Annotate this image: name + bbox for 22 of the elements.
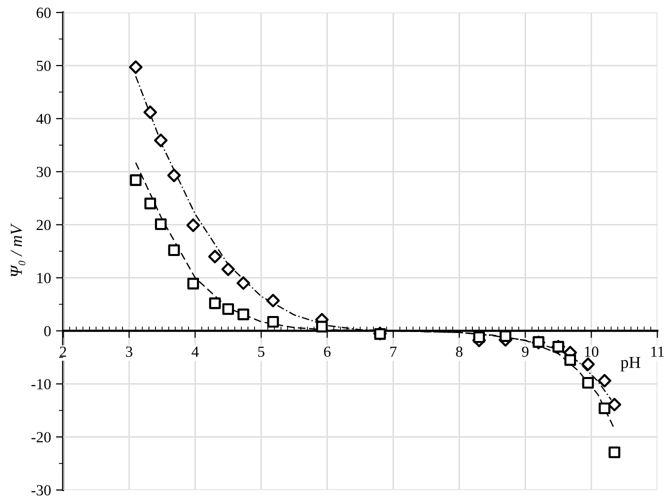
x-tick-label: 5 bbox=[258, 346, 264, 357]
x-axis-title: pH bbox=[620, 356, 640, 372]
x-tick-label: 2 bbox=[60, 346, 66, 357]
y-tick-label: -30 bbox=[31, 485, 51, 496]
y-tick-label: 20 bbox=[36, 220, 51, 230]
y-axis-title: Ψ₀ / mV bbox=[10, 223, 26, 276]
y-tick-label: 30 bbox=[36, 166, 51, 178]
x-tick-label: 4 bbox=[192, 346, 199, 357]
y-tick-label: 60 bbox=[36, 8, 51, 18]
x-tick-label: 8 bbox=[456, 346, 463, 357]
y-tick-label: -10 bbox=[31, 379, 51, 390]
x-tick-label: 9 bbox=[522, 346, 528, 357]
x-tick-label: 10 bbox=[585, 346, 598, 357]
y-tick-label: 40 bbox=[36, 114, 51, 124]
y-tick-label: 50 bbox=[36, 60, 51, 72]
y-tick-label: 10 bbox=[37, 272, 51, 284]
x-tick-label: 7 bbox=[390, 346, 397, 357]
x-tick-label: 11 bbox=[651, 346, 664, 357]
y-tick-label: -20 bbox=[31, 432, 51, 442]
y-tick-label: 0 bbox=[44, 326, 51, 336]
x-tick-label: 6 bbox=[324, 346, 331, 357]
x-tick-label: 3 bbox=[126, 346, 132, 357]
